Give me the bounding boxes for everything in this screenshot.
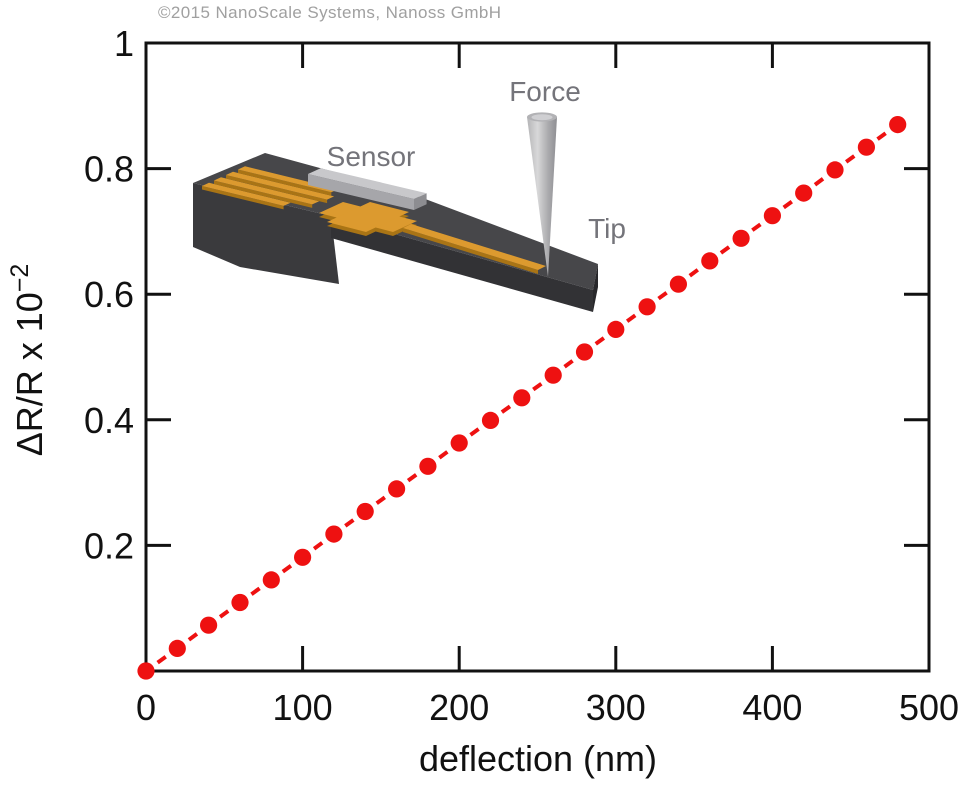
data-point <box>857 138 876 156</box>
cantilever-inset-illustration: Force Sensor Tip <box>193 76 626 312</box>
plot-frame <box>144 41 931 673</box>
data-point <box>513 389 531 407</box>
y-axis-label: ΔR/R x 10−2 <box>6 264 50 457</box>
gold-stripe-side <box>238 169 332 196</box>
data-point <box>231 593 249 612</box>
sensor-bar <box>308 168 427 210</box>
data-point <box>826 161 844 179</box>
cone-top-opening <box>531 114 553 121</box>
data-point <box>732 229 750 247</box>
chip-front-face <box>193 183 339 284</box>
y-tick-label: 0.4 <box>84 400 134 441</box>
gold-beam-trace <box>403 224 546 270</box>
data-point <box>388 480 406 498</box>
data-point <box>763 207 782 225</box>
cone-body <box>527 117 557 277</box>
gold-stripe-side <box>202 186 284 210</box>
axis-tick-labels: 0 100 200 300 400 500 0.2 0.4 0.6 0.8 1 <box>84 23 959 728</box>
sensor-bar-front-face <box>308 174 414 210</box>
gold-stripe <box>214 177 320 205</box>
y-tick-label: 0.8 <box>84 149 134 190</box>
sensor-bar-end-face <box>414 193 427 210</box>
data-point <box>481 411 500 429</box>
x-tick-label: 200 <box>429 687 489 728</box>
data-point <box>638 298 656 316</box>
sensor-label: Sensor <box>327 141 416 172</box>
data-point <box>356 502 374 521</box>
data-point <box>544 366 562 384</box>
data-point <box>607 320 625 338</box>
x-tick-label: 300 <box>586 687 646 728</box>
force-tip-cone <box>527 112 557 277</box>
data-point <box>701 252 719 270</box>
y-tick-label: 0.6 <box>84 274 134 315</box>
y-tick-label: 1 <box>114 23 134 64</box>
cantilever-beam-end-face <box>593 264 598 312</box>
force-label: Force <box>509 76 581 107</box>
data-point <box>325 525 343 543</box>
copyright-watermark: ©2015 NanoScale Systems, Nanoss GmbH <box>158 3 502 22</box>
gold-stripe <box>226 171 335 200</box>
sensor-bar-top-face <box>308 168 427 199</box>
gold-beam-trace-side <box>403 228 538 274</box>
cantilever-beam-side-face <box>331 216 593 312</box>
data-point <box>168 639 186 658</box>
data-point <box>137 662 155 680</box>
y-axis-label-base: ΔR/R x 10 <box>9 292 50 456</box>
data-point <box>889 116 907 134</box>
y-axis-label-exponent: −2 <box>6 264 34 293</box>
data-point <box>669 275 688 293</box>
data-point <box>294 548 312 566</box>
data-point <box>200 616 218 634</box>
data-point <box>795 184 813 202</box>
data-point <box>262 571 280 589</box>
gold-cross-pad <box>319 202 417 236</box>
data-point <box>575 343 594 361</box>
x-tick-label: 400 <box>742 687 802 728</box>
tip-label: Tip <box>588 213 626 244</box>
gold-stripe-side <box>226 175 328 204</box>
x-tick-label: 0 <box>136 687 156 728</box>
y-tick-label: 0.2 <box>84 525 134 566</box>
data-point <box>450 434 468 452</box>
x-tick-label: 100 <box>273 687 333 728</box>
gold-cross-pad-bar <box>327 202 409 232</box>
x-tick-label: 500 <box>899 687 959 728</box>
data-series <box>137 116 907 680</box>
x-axis-label: deflection (nm) <box>419 738 657 779</box>
axis-ticks <box>146 43 929 671</box>
gold-stripe <box>202 182 291 206</box>
data-point <box>419 457 437 475</box>
gold-stripe-side <box>214 180 313 208</box>
